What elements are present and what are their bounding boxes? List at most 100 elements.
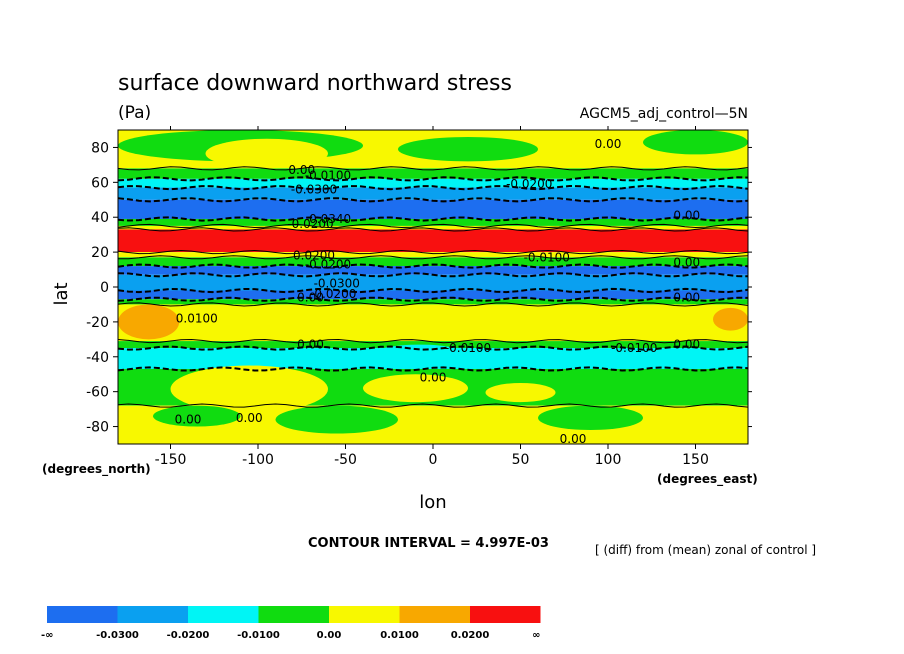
y-tick-label: -80 [86,420,109,436]
contour-value-label: 0.0100 [176,311,218,325]
x-tick-label: -50 [334,452,357,468]
contour-line [117,302,749,307]
contour-patch [485,382,556,403]
contour-value-label: 0.00 [560,432,587,446]
x-tick-label: 150 [682,452,709,468]
contour-line [117,263,749,269]
contour-line [117,296,749,302]
legend-swatch [470,606,541,623]
diff-note: [ (diff) from (mean) zonal of control ] [595,543,816,557]
contour-patch [363,374,468,403]
legend-swatch [188,606,259,623]
contour-band [118,257,748,267]
contour-band [118,178,748,188]
contour-patch [205,138,328,169]
y-tick-label: 20 [91,245,109,261]
x-tick-label: -150 [155,452,187,468]
contour-value-label: -0.0340 [305,212,351,226]
contour-label-layer: 0.000.00-0.0100-0.0300 -0.0200-0.0200-0.0… [175,137,700,446]
contour-line [117,345,749,351]
contour-band [118,299,748,305]
contour-line [117,249,749,255]
contour-patch [643,130,748,155]
y-tick-label: -40 [86,350,109,366]
contour-value-label: 0.00 [673,290,700,304]
legend-swatch [329,606,400,623]
contour-value-label: -0.0300 [314,277,360,291]
x-tick-label: 0 [429,452,438,468]
contour-fill-layer [118,130,748,444]
contour-value-label: -0.0300 [291,182,337,196]
contour-band [118,290,748,300]
contour-value-label: -0.0200 [310,287,356,301]
legend-label: -0.0300 [96,630,139,641]
legend-swatch [47,606,118,623]
contour-band [118,252,748,258]
contour-value-label: 0.00 [595,137,622,151]
contour-line [117,287,749,294]
contour-value-label: -0.0200 [506,177,552,191]
legend-swatch [399,606,470,623]
contour-value-label: -0.0100 [445,341,491,355]
contour-line [117,176,749,182]
contour-value-label: 0.00 [420,371,447,385]
contour-line [117,403,749,408]
contour-line [117,272,749,278]
x-tick-label: -100 [242,452,274,468]
contour-patch [118,304,180,340]
contour-band [118,218,748,226]
contour-line [117,197,749,203]
legend-swatch [117,606,188,623]
contour-patch [153,405,241,427]
contour-line [117,223,749,229]
contour-value-label: 0.00 [673,338,700,352]
contour-band [118,168,748,179]
contour-band [118,266,748,275]
color-legend: -∞ -0.0300 -0.0200 -0.0100 0.00 0.0100 0.0200 ∞ [41,606,541,641]
contour-value-label: 0.00 [175,413,202,427]
legend-swatch [258,606,329,623]
contour-band [118,274,748,291]
x-unit-label: (degrees_east) [657,472,758,487]
contour-line [117,166,749,171]
legend-label: 0.0200 [451,630,490,641]
y-axis: 80 60 40 20 0 -20 -40 -60 -80 [86,140,752,436]
contour-value-label: 0.00 [288,163,315,177]
contour-patch [713,307,748,331]
contour-value-label: -0.0100 [611,341,657,355]
contour-band [118,341,748,349]
legend-label: -0.0200 [167,630,210,641]
y-tick-label: 0 [100,280,109,296]
contour-value-label: 0.00 [673,256,700,270]
contour-band [118,187,748,200]
contour-patch [398,136,538,162]
contour-patch-layer [118,130,748,434]
chart-units: (Pa) [118,103,151,123]
contour-patch [538,405,643,431]
contour-line [117,338,749,344]
contour-patch [371,344,468,366]
contour-line [117,366,749,372]
legend-label: -∞ [41,630,53,641]
contour-band [118,229,748,253]
chart-subtitle: AGCM5_adj_control—5N [580,106,748,122]
contour-line [117,255,749,260]
y-tick-label: -60 [86,385,109,401]
x-tick-label: 50 [512,452,530,468]
legend-label: ∞ [532,630,540,641]
x-axis-label: lon [419,492,446,513]
y-tick-label: 40 [91,210,109,226]
y-axis-label: lat [51,282,72,305]
legend-label: 0.0100 [380,630,419,641]
contour-line [117,227,749,232]
y-tick-label: 80 [91,140,109,156]
contour-line [117,184,749,191]
plot-area: 0.000.00-0.0100-0.0300 -0.0200-0.0200-0.0… [117,129,749,446]
chart-title: surface downward northward stress [118,71,512,96]
legend-label: 0.00 [317,630,342,641]
contour-interval-text: CONTOUR INTERVAL = 4.997E-03 [308,536,549,551]
y-tick-label: 60 [91,175,109,191]
contour-patch [170,365,328,413]
contour-value-label: 0.00 [236,411,263,425]
